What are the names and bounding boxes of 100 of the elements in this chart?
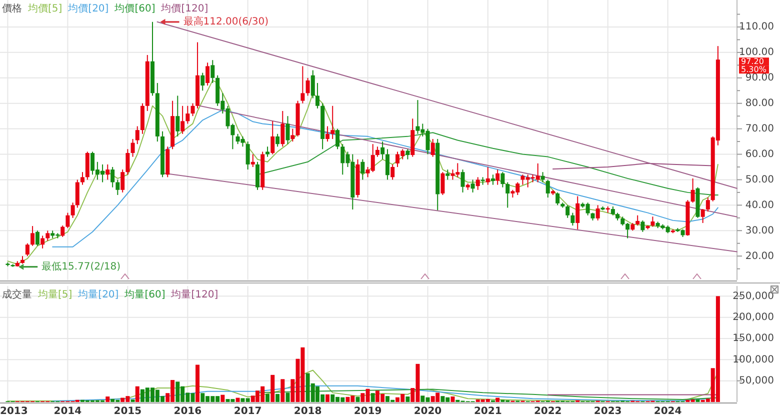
candlestick (500, 172, 505, 188)
y-tick-label: 20.00 (745, 250, 774, 262)
line-series (52, 385, 708, 402)
candlestick (326, 126, 330, 142)
y-tick-label: 60.00 (745, 148, 774, 160)
text: 均量[5] (37, 288, 72, 301)
line-series (257, 132, 718, 196)
bar (496, 398, 500, 402)
text: 均價[120] (160, 2, 208, 15)
candlestick (470, 179, 475, 193)
y-tick-label: 80.00 (745, 98, 774, 110)
bar (450, 396, 455, 402)
candlestick (446, 169, 450, 180)
candlestick (66, 212, 70, 229)
candlestick (206, 62, 210, 86)
x-tick-label: 2019 (354, 406, 382, 415)
candlestick (130, 138, 135, 158)
candlestick (286, 116, 290, 145)
candlestick (250, 154, 255, 168)
legend-title: 成交量 (2, 288, 32, 301)
candlestick (120, 169, 125, 193)
candlestick (35, 230, 40, 246)
bar (406, 396, 410, 402)
candlestick (310, 70, 315, 99)
candlestick (266, 146, 270, 158)
candlestick (570, 212, 575, 226)
candlestick (40, 235, 45, 249)
bar (135, 386, 140, 402)
y-tick-label: 100,000 (732, 354, 774, 366)
candlestick (690, 178, 695, 204)
x-tick-label: 2015 (114, 406, 142, 415)
y-tick-label: 200,000 (732, 312, 774, 324)
candlestick (506, 182, 510, 208)
candlestick (210, 60, 215, 84)
candlestick (540, 172, 545, 183)
x-tick-label: 2020 (414, 406, 442, 415)
bar (696, 399, 700, 402)
x-tick-label: 2017 (234, 406, 262, 415)
candlestick (440, 172, 445, 196)
x-tick-label: 2024 (654, 406, 682, 415)
y-tick-label: 50,000 (739, 376, 774, 387)
candlestick (490, 174, 495, 186)
candlestick (460, 169, 465, 193)
bar (106, 396, 110, 402)
candlestick (256, 161, 260, 190)
candlestick (106, 164, 110, 180)
bar (266, 394, 270, 402)
candlestick (390, 164, 395, 180)
bar (270, 374, 275, 402)
candlestick (46, 230, 50, 242)
y-tick-label: 70.00 (745, 124, 774, 135)
candlestick (270, 120, 275, 155)
annotation: 最高112.00(6/30) (183, 16, 269, 28)
bar (196, 364, 200, 402)
candlestick (556, 192, 560, 206)
candlestick (276, 133, 280, 148)
candlestick (330, 105, 335, 140)
candlestick (576, 196, 580, 230)
x-tick-label: 2021 (474, 406, 502, 415)
y-tick-label: 30.00 (745, 225, 774, 236)
candlestick (110, 166, 115, 188)
bar (220, 394, 225, 402)
candlestick (280, 110, 285, 148)
y-tick-label: 250,000 (732, 290, 774, 302)
candlestick (385, 148, 390, 180)
candlestick (200, 72, 205, 92)
legend-title: 價格 (2, 2, 22, 15)
x-tick-label: 2022 (534, 406, 562, 415)
text: 均量[20] (77, 288, 119, 301)
candlestick (700, 208, 705, 224)
text: 均價[20] (67, 2, 109, 15)
x-tick-label: 2013 (0, 406, 28, 415)
annotation: 最低15.77(2/18) (42, 262, 121, 273)
y-tick-label: 40.00 (745, 200, 774, 211)
candlestick (706, 197, 710, 212)
candlestick (315, 82, 320, 109)
candlestick (375, 146, 380, 158)
candlestick (116, 179, 120, 196)
candlestick (75, 179, 80, 208)
candlestick (126, 148, 130, 176)
candlestick (186, 105, 190, 124)
candlestick (566, 204, 570, 218)
text: 均價[5] (27, 2, 62, 15)
candlestick (476, 176, 480, 190)
candlestick (135, 126, 140, 145)
bar (276, 394, 280, 402)
text: 5.30% (741, 64, 767, 74)
candlestick (430, 138, 435, 158)
candlestick (636, 214, 640, 226)
candlestick (176, 95, 180, 137)
candlestick (360, 158, 365, 180)
candlestick (640, 220, 645, 232)
candlestick (406, 148, 410, 160)
candlestick (306, 77, 310, 96)
candlestick (546, 179, 550, 198)
y-tick-label: 110.00 (739, 22, 774, 33)
x-tick-label: 2014 (54, 406, 82, 415)
candlestick (290, 128, 295, 142)
x-tick-label: 2023 (594, 406, 622, 415)
candlestick (650, 216, 655, 228)
